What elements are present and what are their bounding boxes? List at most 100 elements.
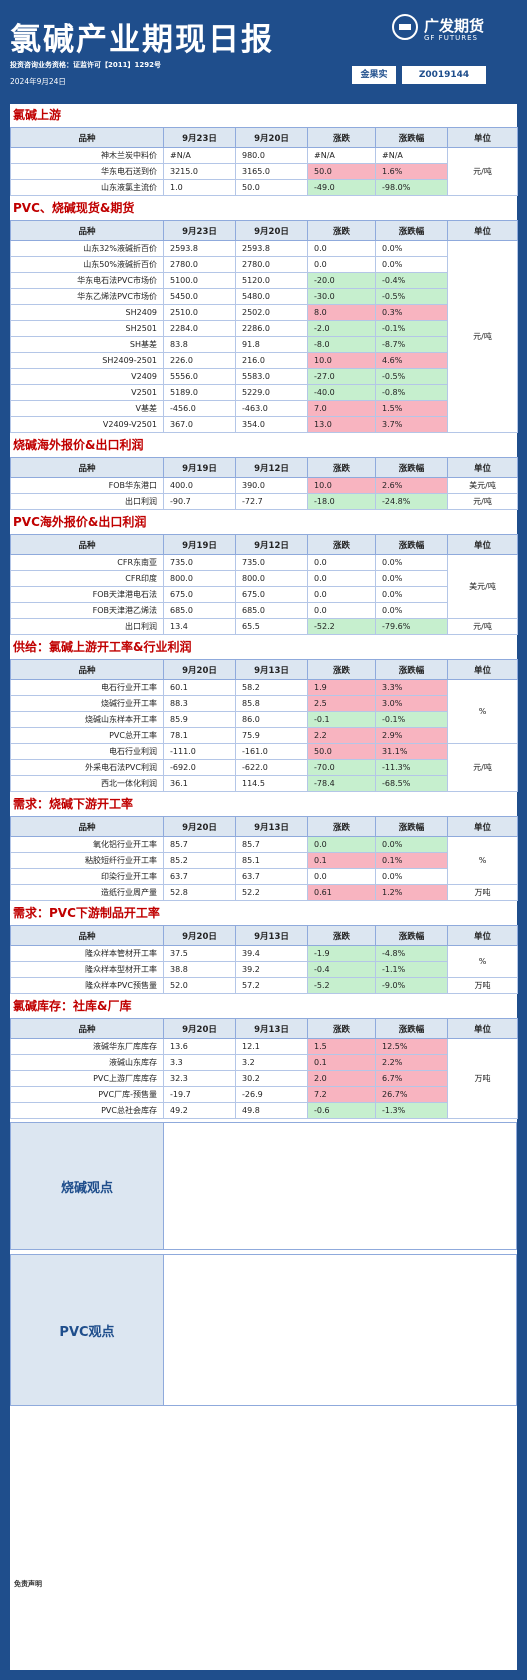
table-header-row: 品种 9月20日 9月13日 涨跌 涨跌幅 单位 — [10, 1018, 518, 1039]
data-table: 品种 9月20日 9月13日 涨跌 涨跌幅 单位 氧化铝行业开工率 85.7 85.7 0.0 0.… — [10, 816, 518, 901]
table-cell: 49.8 — [235, 1102, 308, 1119]
row-label: SH基差 — [10, 336, 164, 353]
table-cell: 2284.0 — [163, 320, 236, 337]
table-row: SH2409-2501 226.0 216.0 10.0 4.6% — [10, 352, 518, 369]
table-row: 电石行业利润 -111.0 -161.0 50.0 31.1% 元/吨 — [10, 743, 518, 792]
table-cell: 2780.0 — [163, 256, 236, 273]
row-label: 液碱山东库存 — [10, 1054, 164, 1071]
column-header: 品种 — [10, 925, 164, 946]
column-header: 涨跌 — [307, 534, 376, 555]
report-title: 氯碱产业期现日报 — [10, 22, 274, 58]
table-row: 外采电石法PVC利润 -692.0 -622.0 -70.0 -11.3% — [10, 759, 518, 776]
table-cell: -0.4 — [307, 961, 376, 978]
table-cell: -27.0 — [307, 368, 376, 385]
column-header: 单位 — [447, 925, 518, 946]
row-label: CFR印度 — [10, 570, 164, 587]
table-cell: 86.0 — [235, 711, 308, 728]
table-cell: 0.0% — [375, 240, 448, 257]
row-label: 隆众样本PVC预售量 — [10, 977, 164, 994]
table-cell: 78.1 — [163, 727, 236, 744]
table-cell: 2.6% — [375, 477, 448, 494]
table-row: 氧化铝行业开工率 85.7 85.7 0.0 0.0%% — [10, 836, 518, 885]
table-cell: 57.2 — [235, 977, 308, 994]
unit-cell: % — [447, 679, 518, 744]
table-cell: 675.0 — [163, 586, 236, 603]
table-cell: -40.0 — [307, 384, 376, 401]
caustic-view-box: 烧碱观点 — [10, 1122, 517, 1250]
table-cell: -0.6 — [307, 1102, 376, 1119]
table-cell: -0.5% — [375, 288, 448, 305]
column-header: 品种 — [10, 659, 164, 680]
table-cell: -70.0 — [307, 759, 376, 776]
table-cell: 13.6 — [163, 1038, 236, 1055]
table-cell: 5556.0 — [163, 368, 236, 385]
table-cell: 0.0 — [307, 868, 376, 885]
table-cell: 85.1 — [235, 852, 308, 869]
table-row: 隆众样本管材开工率 37.5 39.4 -1.9 -4.8%% — [10, 945, 518, 978]
column-header: 9月20日 — [235, 127, 308, 148]
table-row: 出口利润 -90.7 -72.7 -18.0 -24.8% 元/吨 — [10, 493, 518, 510]
table-header-row: 品种 9月20日 9月13日 涨跌 涨跌幅 单位 — [10, 659, 518, 680]
table-row: 液碱华东厂库库存 13.6 12.1 1.5 12.5% 万吨 — [10, 1038, 518, 1119]
table-cell: 2780.0 — [235, 256, 308, 273]
table-header-row: 品种 9月23日 9月20日 涨跌 涨跌幅 单位 — [10, 220, 518, 241]
table-cell: -161.0 — [235, 743, 308, 760]
table-cell: 0.0% — [375, 570, 448, 587]
data-table: 品种 9月20日 9月13日 涨跌 涨跌幅 单位 隆众样本管材开工率 37.5 39.4 -1.9… — [10, 925, 518, 994]
column-header: 单位 — [447, 220, 518, 241]
table-row: SH2501 2284.0 2286.0 -2.0 -0.1% — [10, 320, 518, 337]
column-header: 品种 — [10, 816, 164, 837]
section-title: 需求：烧碱下游开工率 — [10, 793, 517, 816]
table-cell: 2286.0 — [235, 320, 308, 337]
table-cell: 10.0 — [307, 477, 376, 494]
table-cell: 37.5 — [163, 945, 236, 962]
table-cell: 5120.0 — [235, 272, 308, 289]
table-header-row: 品种 9月20日 9月13日 涨跌 涨跌幅 单位 — [10, 925, 518, 946]
analyst-id: Z0019144 — [402, 66, 486, 84]
table-cell: 1.9 — [307, 679, 376, 696]
qualification-text: 投资咨询业务资格：证监许可【2011】1292号 — [10, 61, 161, 69]
table-cell: -1.3% — [375, 1102, 448, 1119]
table-cell: 2.9% — [375, 727, 448, 744]
table-cell: 63.7 — [163, 868, 236, 885]
table-cell: 32.3 — [163, 1070, 236, 1087]
table-cell: 12.5% — [375, 1038, 448, 1055]
data-table: 品种 9月20日 9月13日 涨跌 涨跌幅 单位 电石行业开工率 60.1 58.2 1.9 3.3… — [10, 659, 518, 792]
table-row: SH基差 83.8 91.8 -8.0 -8.7% — [10, 336, 518, 353]
table-cell: 75.9 — [235, 727, 308, 744]
table-cell: 5450.0 — [163, 288, 236, 305]
column-header: 涨跌幅 — [375, 925, 448, 946]
unit-cell: 美元/吨 — [447, 477, 518, 494]
table-row: 山东液氯主流价 1.0 50.0 -49.0 -98.0% — [10, 179, 518, 196]
table-cell: 1.2% — [375, 884, 448, 901]
table-row: 山东32%液碱折百价 2593.8 2593.8 0.0 0.0% 元/吨 — [10, 240, 518, 433]
row-label: 电石行业开工率 — [10, 679, 164, 696]
table-cell: -111.0 — [163, 743, 236, 760]
table-cell: 38.8 — [163, 961, 236, 978]
column-header: 单位 — [447, 1018, 518, 1039]
row-label: 神木兰炭中料价 — [10, 147, 164, 164]
table-cell: 13.4 — [163, 618, 236, 635]
table-row: PVC上游厂库库存 32.3 30.2 2.0 6.7% — [10, 1070, 518, 1087]
data-table: 品种 9月19日 9月12日 涨跌 涨跌幅 单位 CFR东南亚 735.0 735.0 0.0 0.… — [10, 534, 518, 635]
table-cell: 2502.0 — [235, 304, 308, 321]
table-cell: 85.8 — [235, 695, 308, 712]
table-cell: 354.0 — [235, 416, 308, 433]
table-row: 西北一体化利润 36.1 114.5 -78.4 -68.5% — [10, 775, 518, 792]
table-cell: 31.1% — [375, 743, 448, 760]
table-cell: 26.7% — [375, 1086, 448, 1103]
table-row: 印染行业开工率 63.7 63.7 0.0 0.0% — [10, 868, 518, 885]
table-cell: 0.1 — [307, 852, 376, 869]
table-cell: -30.0 — [307, 288, 376, 305]
table-cell: 85.7 — [235, 836, 308, 853]
row-label: 外采电石法PVC利润 — [10, 759, 164, 776]
table-cell: 735.0 — [163, 554, 236, 571]
column-header: 品种 — [10, 127, 164, 148]
section-title: 氯碱库存：社库&厂库 — [10, 995, 517, 1018]
table-row: V2501 5189.0 5229.0 -40.0 -0.8% — [10, 384, 518, 401]
table-cell: 1.6% — [375, 163, 448, 180]
table-row: CFR东南亚 735.0 735.0 0.0 0.0% 美元/吨 — [10, 554, 518, 619]
column-header: 9月19日 — [163, 457, 236, 478]
table-cell: -1.9 — [307, 945, 376, 962]
table-cell: 367.0 — [163, 416, 236, 433]
